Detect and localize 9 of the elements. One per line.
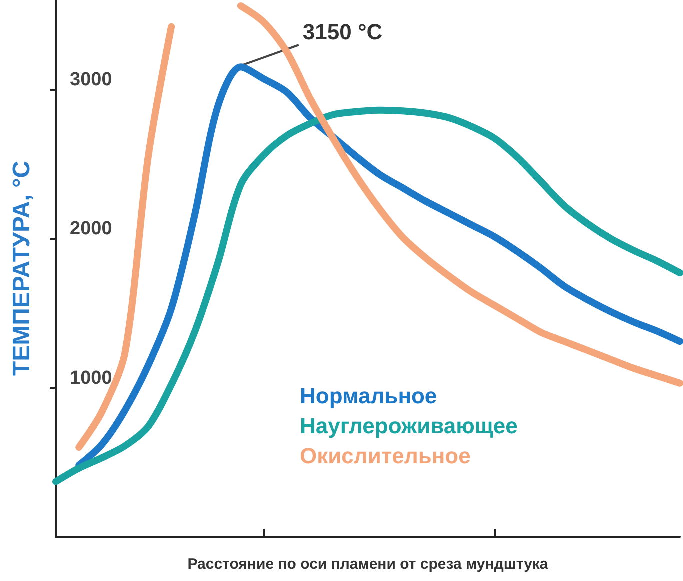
- text: Окислительное: [300, 444, 471, 468]
- y-tick-label: 2000: [70, 218, 112, 240]
- text: Нормальное: [300, 384, 438, 408]
- y-axis-title: ТЕМПЕРАТУРА, °С: [8, 160, 36, 376]
- text: Науглероживающее: [300, 414, 518, 438]
- y-tick-label: 1000: [70, 368, 112, 389]
- y-tick-label: 3000: [70, 70, 112, 90]
- x-axis-title: Расстояние по оси пламени от среза мундштука: [188, 556, 549, 573]
- annotation: 3150 °C: [302, 20, 383, 45]
